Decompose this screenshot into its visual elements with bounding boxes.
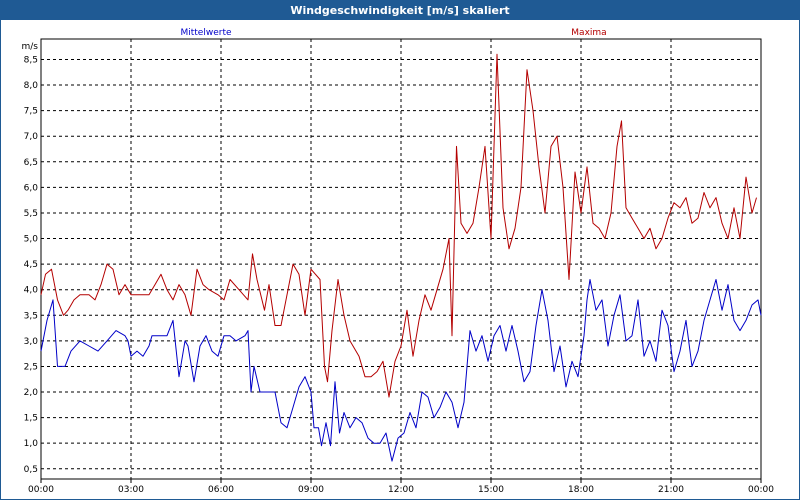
y-tick-label: 4,0 (24, 286, 39, 296)
y-axis-ticks: 0,5 1,0 1,5 2,0 2,5 3,0 3,5 4,0 4,5 5,0 5,5 6,0 6,5 7… (24, 55, 39, 474)
x-tick-time: 03:00 (118, 485, 144, 495)
y-tick-label: 3,5 (24, 311, 38, 321)
y-axis-label: m/s (22, 42, 39, 52)
y-tick-label: 6,5 (24, 158, 38, 168)
x-tick-time: 09:00 (298, 485, 324, 495)
chart-title: Windgeschwindigkeit [m/s] skaliert (1, 1, 799, 20)
x-tick-time: 00:00 (28, 485, 54, 495)
y-tick-label: 1,5 (24, 414, 38, 424)
y-tick-label: 2,5 (24, 362, 38, 372)
series-line-maxima (40, 53, 757, 398)
y-tick-label: 8,5 (24, 55, 38, 65)
x-tick-time: 12:00 (388, 485, 414, 495)
series-layer (40, 53, 762, 462)
y-tick-label: 0,5 (24, 465, 38, 475)
y-tick-label: 1,0 (24, 439, 39, 449)
y-tick-label: 7,0 (24, 132, 39, 142)
grid-lines (41, 39, 761, 479)
x-tick-time: 18:00 (568, 485, 594, 495)
x-tick-time: 00:00 (748, 485, 774, 495)
y-tick-label: 4,5 (24, 260, 38, 270)
y-tick-label: 3,0 (24, 337, 39, 347)
x-tick-time: 15:00 (478, 485, 504, 495)
x-tick-time: 06:00 (208, 485, 234, 495)
y-tick-label: 2,0 (24, 388, 39, 398)
y-tick-label: 7,5 (24, 107, 38, 117)
legend-entry-mittelwerte: Mittelwerte (180, 28, 231, 38)
legend-entry-maxima: Maxima (571, 28, 606, 38)
y-tick-label: 5,0 (24, 235, 39, 245)
legend: Mittelwerte Maxima (180, 28, 606, 38)
x-tick-time: 21:00 (658, 485, 684, 495)
y-tick-label: 8,0 (24, 81, 39, 91)
y-tick-label: 5,5 (24, 209, 38, 219)
series-line-mittelwerte (40, 279, 762, 462)
y-tick-label: 6,0 (24, 183, 39, 193)
chart-canvas: 0,5 1,0 1,5 2,0 2,5 3,0 3,5 4,0 4,5 5,0 5,5 6,0 6,5 7… (22, 28, 775, 495)
x-axis-ticks: 00:0030.09.2203:0030.09.2206:0030.09.220… (28, 479, 774, 495)
